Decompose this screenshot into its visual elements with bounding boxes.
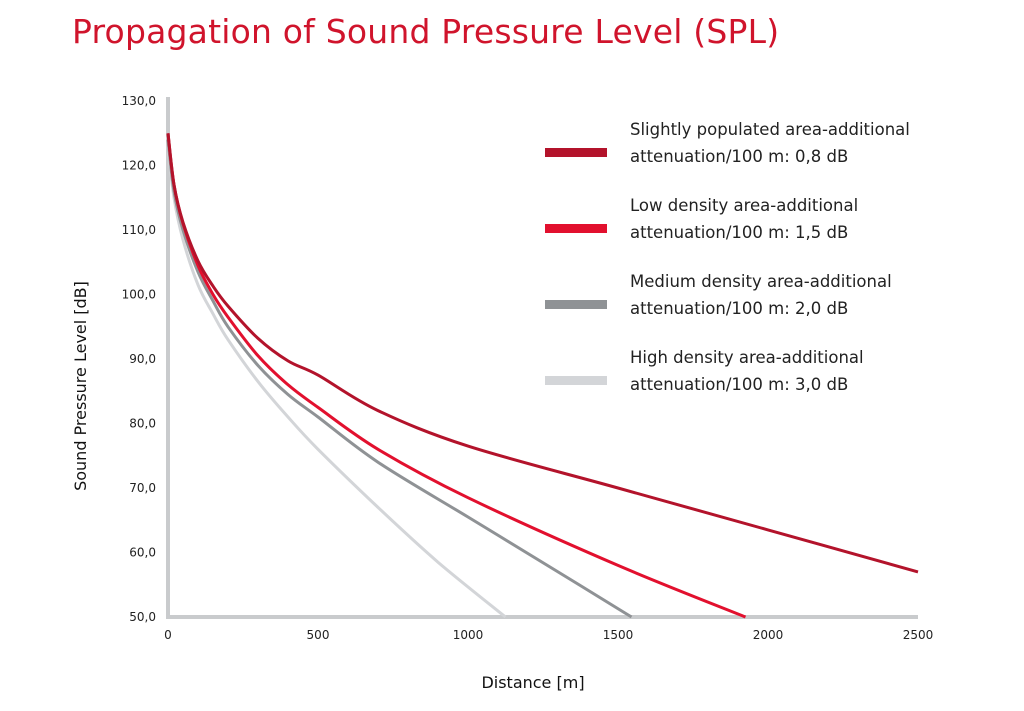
chart-title: Propagation of Sound Pressure Level (SPL… <box>72 12 780 51</box>
legend-entry-text: attenuation/100 m: 2,0 dB <box>630 299 848 318</box>
x-tick-label: 2000 <box>753 628 784 642</box>
series-lines <box>166 133 919 619</box>
legend-swatch <box>545 148 607 157</box>
y-tick-label: 60,0 <box>129 546 156 560</box>
series-line-4 <box>166 146 507 619</box>
legend-entry-text: Medium density area-additional <box>630 272 892 291</box>
y-tick-label: 100,0 <box>122 288 156 302</box>
y-tick-label: 80,0 <box>129 417 156 431</box>
x-tick-label: 500 <box>307 628 330 642</box>
y-tick-label: 90,0 <box>129 352 156 366</box>
x-tick-label: 2500 <box>903 628 934 642</box>
y-tick-label: 120,0 <box>122 159 156 173</box>
legend-swatch <box>545 224 607 233</box>
legend-entry-text: attenuation/100 m: 0,8 dB <box>630 147 848 166</box>
series-line-1 <box>166 133 919 574</box>
y-tick-label: 110,0 <box>122 223 156 237</box>
x-tick-label: 1000 <box>453 628 484 642</box>
legend-entry-text: attenuation/100 m: 1,5 dB <box>630 223 848 242</box>
legend-swatch <box>545 300 607 309</box>
x-tick-label: 0 <box>164 628 172 642</box>
series-line-3 <box>166 139 633 619</box>
x-axis-label: Distance [m] <box>481 673 584 692</box>
y-tick-label: 50,0 <box>129 610 156 624</box>
y-tick-label: 70,0 <box>129 481 156 495</box>
legend-entry-text: Low density area-additional <box>630 196 858 215</box>
axes: 50,0 60,0 70,0 80,0 90,0 100,0 110,0 120,0 130,0… <box>122 94 934 642</box>
x-tick-label: 1500 <box>603 628 634 642</box>
legend-entry-text: Slightly populated area-additional <box>630 120 910 139</box>
legend-swatch <box>545 376 607 385</box>
legend-entry-text: High density area-additional <box>630 348 864 367</box>
legend-entry-text: attenuation/100 m: 3,0 dB <box>630 375 848 394</box>
legend: Slightly populated area-additional attenu… <box>545 120 910 394</box>
y-tick-label: 130,0 <box>122 94 156 108</box>
y-axis-label: Sound Pressure Level [dB] <box>71 281 90 491</box>
